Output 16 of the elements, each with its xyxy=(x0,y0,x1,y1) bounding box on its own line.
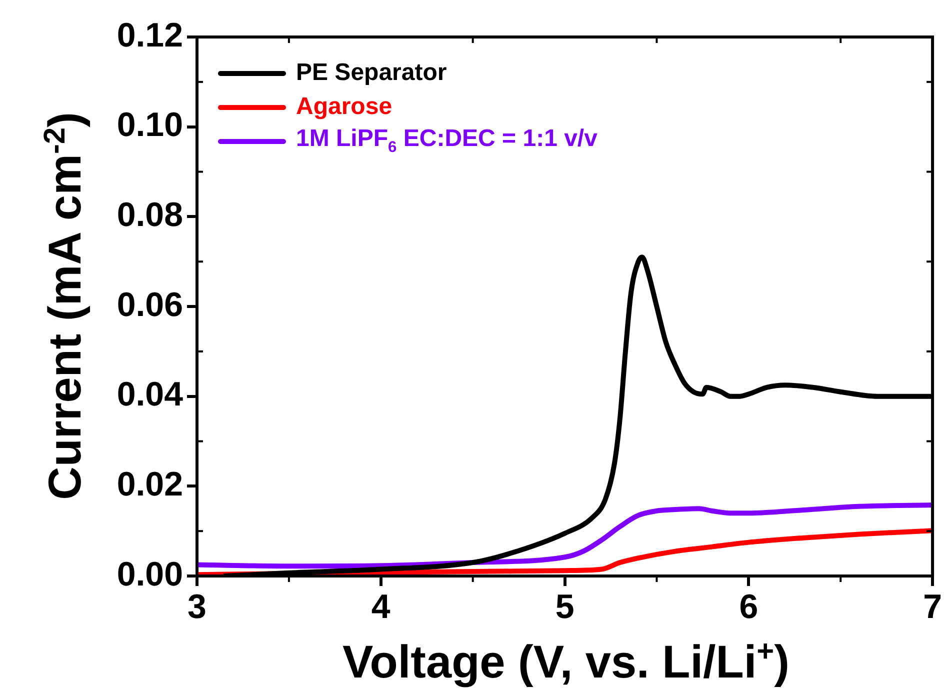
y-tick-label: 0.00 xyxy=(116,555,183,594)
y-tick-label: 0.10 xyxy=(116,106,183,144)
y-tick-label: 0.08 xyxy=(116,196,183,234)
x-tick-label: 4 xyxy=(371,588,390,626)
legend-label: 1M LiPF$_{6}$ EC:DEC = 1:1 v/v xyxy=(296,125,598,157)
legend-label: Agarose xyxy=(296,93,392,121)
y-tick-label: 0.06 xyxy=(116,286,183,324)
x-tick-label: 3 xyxy=(188,588,206,626)
y-tick-label: 0.02 xyxy=(116,466,183,504)
x-tick-label: 5 xyxy=(555,588,574,626)
x-tick-label: 6 xyxy=(739,588,758,626)
legend-label: PE Separator xyxy=(296,59,447,87)
y-tick-label: 0.12 xyxy=(116,16,183,54)
y-tick-label: 0.04 xyxy=(116,376,184,414)
x-tick-label: 7 xyxy=(923,588,942,626)
x-axis-title: Voltage (V, vs. Li/Li$^{+}$) xyxy=(342,635,790,688)
